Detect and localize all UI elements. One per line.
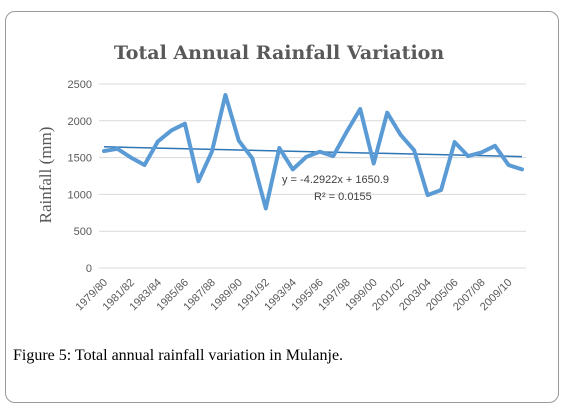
caption-label: Figure 5:: [13, 347, 72, 364]
rainfall-series-line: [102, 93, 524, 211]
data-point: [291, 167, 295, 171]
y-tick-label: 500: [74, 226, 92, 238]
y-tick-label: 2000: [68, 116, 92, 128]
data-point: [426, 193, 430, 197]
data-point: [331, 154, 335, 158]
data-point: [520, 167, 524, 171]
series-layer: [102, 93, 524, 211]
data-point: [412, 148, 416, 152]
data-point: [237, 139, 241, 143]
data-point: [102, 149, 106, 153]
data-point: [318, 150, 322, 154]
y-tick-label: 2500: [68, 79, 92, 91]
data-point: [264, 206, 268, 210]
r-squared-label: R² = 0.0155: [314, 191, 372, 203]
data-point: [304, 155, 308, 159]
data-point: [358, 107, 362, 111]
y-axis-title: Rainfall (mm): [36, 127, 55, 224]
x-tick-labels: 1979/801981/821983/841985/861987/881989/…: [74, 277, 515, 314]
data-point: [250, 156, 254, 160]
data-point: [493, 144, 497, 148]
caption-text: Total annual rainfall variation in Mulan…: [71, 347, 344, 364]
data-point: [507, 163, 511, 167]
y-tick-label: 1000: [68, 189, 92, 201]
data-point: [453, 140, 457, 144]
data-point: [156, 139, 160, 143]
data-point: [372, 161, 376, 165]
data-point: [385, 111, 389, 115]
data-point: [129, 156, 133, 160]
y-tick-label: 1500: [68, 153, 92, 165]
data-point: [210, 150, 214, 154]
data-point: [183, 122, 187, 126]
y-tick-label: 0: [86, 263, 92, 275]
data-point: [277, 146, 281, 150]
chart-title: Total Annual Rainfall Variation: [114, 42, 444, 64]
data-point: [223, 93, 227, 97]
y-tick-labels: 0 500 1000 1500 2000 2500: [68, 79, 92, 275]
data-point: [345, 130, 349, 134]
figure-caption: Figure 5: Total annual rainfall variatio…: [13, 347, 343, 365]
chart-frame: [5, 11, 559, 403]
data-point: [480, 150, 484, 154]
trendline-equation: y = -4.2922x + 1650.9: [282, 174, 389, 186]
data-point: [466, 154, 470, 158]
gridlines: [99, 83, 526, 269]
data-point: [115, 147, 119, 151]
data-point: [142, 163, 146, 167]
data-point: [196, 179, 200, 183]
data-point: [169, 128, 173, 132]
data-point: [439, 188, 443, 192]
data-point: [399, 133, 403, 137]
